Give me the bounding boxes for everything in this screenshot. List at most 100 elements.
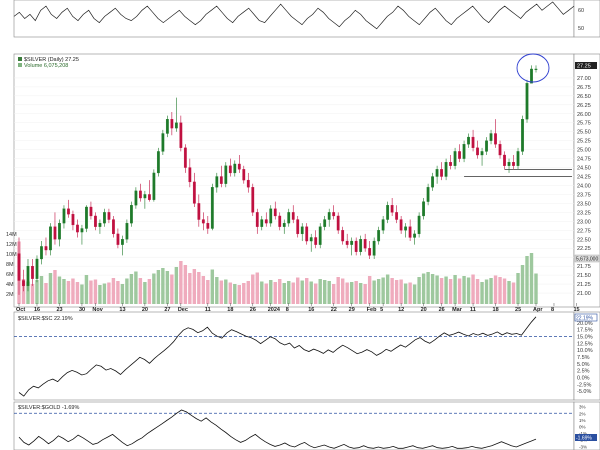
price-tick-label: 21.25 bbox=[577, 282, 591, 288]
date-label: 18 bbox=[227, 307, 233, 313]
volume-bar bbox=[282, 283, 286, 304]
candle-body bbox=[71, 214, 75, 226]
volume-bar bbox=[71, 278, 75, 304]
volume-bar bbox=[291, 282, 295, 304]
candle-body bbox=[22, 280, 25, 287]
date-label: 25 bbox=[515, 307, 521, 313]
candle-body bbox=[35, 258, 39, 279]
candle-body bbox=[188, 167, 192, 183]
volume-bar bbox=[520, 265, 525, 304]
price-tick-label: 26.75 bbox=[577, 85, 591, 91]
candle-body bbox=[296, 219, 300, 235]
candle-body bbox=[444, 162, 448, 177]
candle-body bbox=[494, 133, 497, 145]
volume-bar bbox=[340, 278, 345, 304]
volume-bar bbox=[430, 274, 435, 304]
candle-body bbox=[269, 208, 273, 224]
candle-body bbox=[165, 119, 169, 134]
candle-body bbox=[179, 122, 183, 148]
momentum-tick-label: 10.0% bbox=[577, 348, 593, 354]
volume-bar bbox=[116, 281, 120, 304]
volume-bar bbox=[489, 278, 493, 304]
volume-bar bbox=[336, 277, 340, 304]
top-indicator-tick: 60 bbox=[578, 8, 584, 14]
momentum-line-layer: 20.0%17.5%15.0%12.5%10.0%7.5%5.0%2.5%0.0… bbox=[14, 316, 593, 397]
volume-bar bbox=[107, 282, 111, 304]
date-label: 22 bbox=[331, 307, 337, 313]
volume-bar bbox=[62, 279, 66, 304]
candle-body bbox=[287, 212, 291, 224]
volume-axis-ticks: 14M 12M 10M 8M 6M 4M 2M bbox=[6, 232, 17, 298]
top-indicator-layer: 60 50 bbox=[13, 1, 584, 32]
volume-bar bbox=[165, 271, 170, 304]
volume-bar bbox=[322, 280, 327, 304]
candle-body bbox=[85, 206, 88, 229]
volume-bar bbox=[327, 281, 331, 304]
momentum-tick-label: 5.0% bbox=[577, 362, 590, 368]
volume-tick-label: 10M bbox=[6, 252, 17, 258]
candle-body bbox=[278, 215, 282, 227]
volume-bar bbox=[89, 280, 93, 304]
candle-body bbox=[431, 176, 434, 188]
volume-bar bbox=[309, 281, 313, 304]
volume-tick-label: 8M bbox=[6, 262, 14, 268]
price-tick-label: 24.25 bbox=[577, 175, 591, 181]
volume-bar bbox=[367, 276, 372, 304]
candle-body bbox=[138, 190, 142, 199]
candle-body bbox=[300, 226, 304, 235]
volume-bar bbox=[426, 272, 430, 304]
date-label: 18 bbox=[493, 307, 499, 313]
candle-body bbox=[49, 226, 52, 251]
volume-bar bbox=[170, 274, 174, 304]
candle-body bbox=[395, 212, 399, 220]
price-panel-frame bbox=[13, 53, 575, 308]
candle-body bbox=[350, 240, 354, 245]
candle-body bbox=[314, 237, 318, 245]
volume-bar bbox=[35, 280, 39, 304]
volume-bar bbox=[228, 282, 233, 304]
candle-body bbox=[449, 162, 452, 166]
volume-bar bbox=[84, 275, 89, 304]
price-title: $SILVER (Daily) 27.25 bbox=[24, 57, 79, 63]
date-label: 2024 bbox=[268, 307, 281, 313]
volume-bar bbox=[475, 279, 480, 304]
volume-bar bbox=[269, 280, 273, 304]
candle-body bbox=[341, 230, 345, 242]
candle-body bbox=[31, 265, 34, 279]
candle-body bbox=[89, 206, 93, 217]
volume-bar bbox=[466, 277, 471, 304]
volume-bar bbox=[129, 274, 134, 304]
volume-bar bbox=[264, 283, 268, 304]
volume-bar bbox=[134, 271, 138, 304]
volume-bar bbox=[201, 276, 206, 304]
volume-bar bbox=[246, 281, 250, 304]
volume-bar bbox=[242, 283, 246, 304]
candle-body bbox=[503, 154, 506, 166]
volume-bar bbox=[147, 279, 152, 304]
candle-body bbox=[282, 222, 286, 227]
top-indicator-line bbox=[13, 1, 575, 30]
candle-body bbox=[237, 163, 241, 170]
candle-body bbox=[525, 83, 529, 120]
candle-body bbox=[390, 205, 394, 213]
top-indicator-tick: 50 bbox=[578, 26, 584, 32]
volume-bar bbox=[93, 279, 98, 304]
momentum-tick-label: 7.5% bbox=[577, 355, 590, 361]
volume-bar bbox=[210, 269, 215, 304]
candle-body bbox=[107, 212, 111, 220]
candle-body bbox=[228, 165, 232, 174]
candle-body bbox=[62, 208, 66, 224]
price-tick-label: 26.50 bbox=[577, 94, 591, 100]
candle-body bbox=[323, 219, 327, 227]
volume-bar bbox=[314, 283, 318, 304]
price-tick-label: 23.00 bbox=[577, 219, 591, 225]
volume-bar bbox=[412, 284, 417, 304]
volume-bar bbox=[345, 282, 349, 304]
price-tick-label: 27.00 bbox=[577, 76, 591, 82]
candle-body bbox=[345, 240, 349, 245]
candle-body bbox=[372, 240, 376, 256]
price-tick-label: 23.25 bbox=[577, 210, 591, 216]
candle-body bbox=[143, 194, 147, 199]
volume-bar bbox=[358, 283, 363, 304]
